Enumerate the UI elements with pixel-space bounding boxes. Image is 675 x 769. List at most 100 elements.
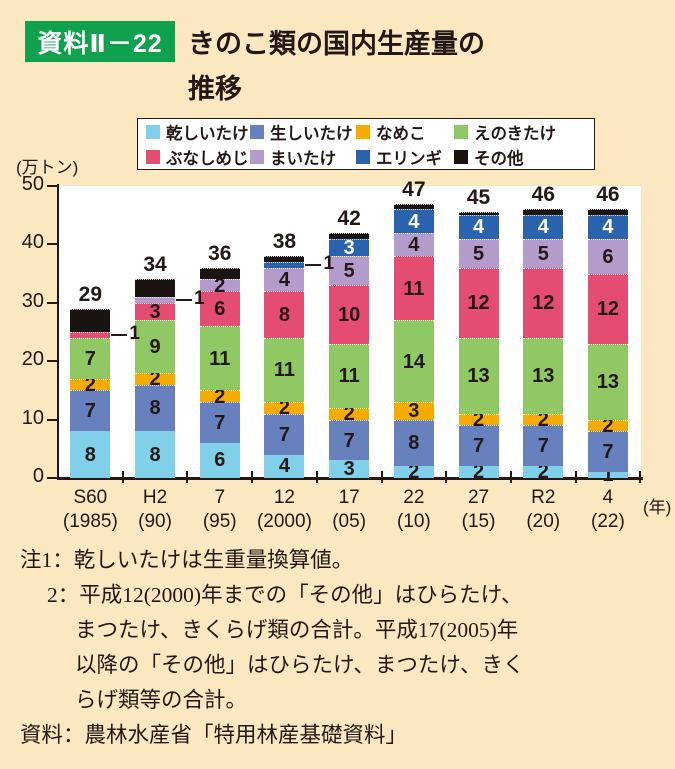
x-axis-tick (509, 471, 512, 483)
legend-swatch-icon (454, 149, 468, 164)
bar-segment: 14 (393, 320, 434, 403)
bar-segment: 12 (458, 267, 499, 338)
bar-segment-value: 13 (596, 371, 620, 394)
bar-segment: 3 (393, 401, 434, 421)
bar-segment-value: 10 (338, 303, 361, 326)
legend-swatch-icon (356, 124, 370, 139)
note-line: 注1：乾しいたけは生重量換算値。 (20, 548, 354, 572)
bar-total-label: 47 (402, 177, 426, 201)
bar-segment-value: 6 (214, 449, 226, 472)
bar-segment: 4 (587, 215, 628, 239)
bar-total-label: 42 (337, 206, 361, 230)
legend-swatch-icon (356, 149, 370, 164)
note-line: まつたけ、きくらげ類の合計。平成17(2005)年 (75, 618, 519, 642)
bar-segment-value: 12 (467, 292, 490, 315)
legend-swatch-icon (250, 149, 264, 164)
bar-segment: 13 (458, 337, 499, 414)
bar-segment-value: 2 (214, 274, 226, 297)
bar-total-label: 36 (208, 241, 232, 265)
bar-segment-value: 8 (149, 397, 161, 420)
x-axis-year-value: (20) (526, 511, 561, 532)
bar-segment-value: 11 (338, 365, 360, 388)
bar-segment: 12 (523, 267, 564, 338)
bar-segment: 5 (329, 256, 370, 286)
bar-segment (199, 267, 240, 280)
x-axis-line (56, 477, 643, 480)
x-axis-category-label: R2 (20) (503, 486, 583, 534)
legend-item-label: 乾しいたけ (166, 124, 249, 143)
bar-total-label: 46 (596, 183, 620, 207)
bar-segment-value: 6 (602, 245, 614, 268)
x-axis-year-value: (05) (332, 511, 367, 532)
chart-legend: 乾しいたけ 生しいたけ なめこ えのきたけ ぶなしめじ まいたけ エリンギ その他 (137, 118, 595, 170)
bar-segment-value: 11 (403, 277, 425, 300)
x-axis-category-label: 27 (15) (439, 486, 519, 534)
note-line: らげ類等の合計。 (75, 688, 248, 712)
x-axis-tick (186, 471, 189, 483)
bar-segment-value: 1 (602, 464, 614, 487)
bar-segment-value: 4 (602, 216, 614, 239)
bar-segment: 4 (458, 215, 499, 239)
bar-total-label: 38 (272, 230, 297, 254)
bar-segment: 2 (587, 416, 628, 436)
bar-segment: 8 (393, 419, 434, 467)
bar-segment (264, 256, 305, 262)
x-axis-tick (315, 471, 318, 483)
bar-segment-value: 2 (537, 461, 549, 484)
bar-segment-value: 5 (343, 260, 355, 283)
bar-segment-value: 2 (537, 409, 549, 432)
x-axis-category-label: 17 (05) (309, 486, 389, 534)
note-line: 以降の「その他」はひらたけ、まつたけ、きく (75, 653, 525, 677)
bar-segment-value: 4 (278, 455, 290, 478)
bar-segment-value: 13 (532, 365, 555, 388)
bar-segment: 2 (393, 462, 434, 482)
page-title: きのこ類の国内生産量の 推移 (188, 22, 658, 112)
bar-segment-value: 12 (532, 292, 555, 315)
y-axis-tick (47, 185, 57, 187)
x-axis-category-label: 12 (2000) (244, 486, 324, 534)
legend-item: まいたけ (250, 147, 356, 168)
bar-segment (70, 332, 111, 338)
x-axis-era-label: 17 (338, 487, 360, 508)
bar-segment-value: 4 (278, 268, 290, 291)
bar-segment (523, 209, 564, 216)
x-axis-year-value: (15) (461, 511, 496, 532)
bar-segment-value: 8 (408, 432, 420, 455)
bar-segment-value: 11 (209, 347, 231, 370)
bar-segment-value: 2 (472, 461, 485, 484)
legend-swatch-icon (146, 149, 160, 164)
legend-item: えのきたけ (454, 122, 594, 143)
legend-item-label: その他 (474, 149, 524, 168)
callout-line (111, 333, 128, 336)
x-axis-category-label: H2 (90) (115, 486, 195, 534)
bar-segment-value: 7 (214, 412, 226, 435)
bar-segment-value: 6 (214, 298, 226, 321)
bar-segment: 2 (523, 410, 564, 430)
bar-segment-value: 2 (84, 374, 96, 397)
bar-segment-value: 2 (214, 385, 226, 408)
x-axis-tick (251, 471, 254, 483)
bar-segment-value: 8 (149, 443, 161, 466)
bar-segment-value: 2 (408, 461, 420, 484)
bar-segment: 10 (329, 285, 370, 344)
bar-segment-value: 12 (596, 298, 620, 321)
page-title-line1: きのこ類の国内生産量の (188, 29, 485, 59)
bar-segment (329, 232, 370, 239)
callout-value-label: 1 (194, 287, 205, 309)
bar-segment: 8 (135, 431, 176, 478)
bar-total-label: 29 (78, 282, 103, 306)
callout-line (305, 263, 322, 266)
legend-swatch-icon (250, 124, 264, 139)
figure-number-badge: 資料Ⅱ－22 (25, 21, 175, 62)
note-line: 2：平成12(2000)年までの「その他」はひらたけ、 (47, 583, 523, 607)
x-axis-era-label: 4 (602, 487, 614, 508)
y-axis-tick-label: 0 (32, 465, 44, 487)
bar-segment (135, 296, 176, 303)
legend-item-label: エリンギ (376, 149, 442, 168)
bar-segment-value: 8 (278, 303, 290, 326)
x-axis-tick (121, 471, 124, 483)
legend-item: 乾しいたけ (146, 122, 250, 143)
bar-segment-value: 3 (343, 236, 355, 259)
bar-segment: 7 (70, 337, 111, 379)
x-axis-year-value: (1985) (62, 511, 118, 532)
